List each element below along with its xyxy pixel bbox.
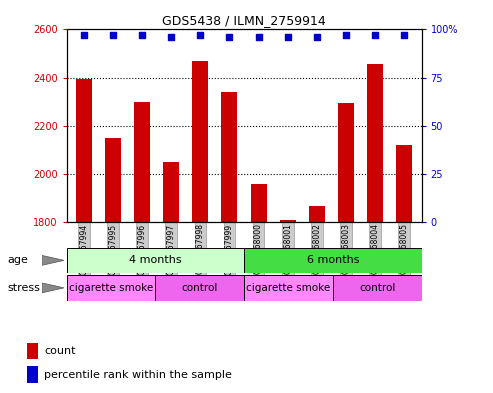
Title: GDS5438 / ILMN_2759914: GDS5438 / ILMN_2759914 — [162, 14, 326, 27]
Bar — [333, 275, 422, 301]
Bar — [280, 220, 296, 222]
Text: 6 months: 6 months — [307, 255, 359, 265]
Point — [80, 32, 88, 39]
Bar — [76, 79, 92, 222]
Bar — [67, 248, 244, 273]
Text: cigarette smoke: cigarette smoke — [69, 283, 153, 293]
Bar — [163, 162, 179, 222]
Text: stress: stress — [7, 283, 40, 293]
Bar — [367, 64, 383, 222]
Bar — [27, 366, 37, 383]
Text: cigarette smoke: cigarette smoke — [246, 283, 330, 293]
Point — [196, 32, 204, 39]
Polygon shape — [42, 255, 64, 265]
Bar — [192, 61, 209, 222]
Text: control: control — [359, 283, 395, 293]
Text: 4 months: 4 months — [129, 255, 181, 265]
Polygon shape — [42, 283, 64, 293]
Bar — [221, 92, 238, 222]
Text: percentile rank within the sample: percentile rank within the sample — [44, 369, 232, 380]
Point — [371, 32, 379, 39]
Bar — [105, 138, 121, 222]
Bar — [134, 102, 150, 222]
Bar — [27, 343, 37, 359]
Point — [167, 34, 175, 40]
Bar — [338, 103, 354, 222]
Point — [225, 34, 233, 40]
Point — [255, 34, 263, 40]
Bar — [67, 275, 155, 301]
Point — [342, 32, 350, 39]
Text: control: control — [181, 283, 218, 293]
Point — [284, 34, 292, 40]
Point — [109, 32, 117, 39]
Text: age: age — [7, 255, 28, 265]
Bar — [396, 145, 412, 222]
Point — [400, 32, 408, 39]
Bar — [244, 275, 333, 301]
Point — [138, 32, 146, 39]
Bar — [309, 206, 325, 222]
Bar — [250, 184, 267, 222]
Point — [313, 34, 321, 40]
Bar — [244, 248, 422, 273]
Bar — [155, 275, 244, 301]
Text: count: count — [44, 346, 75, 356]
